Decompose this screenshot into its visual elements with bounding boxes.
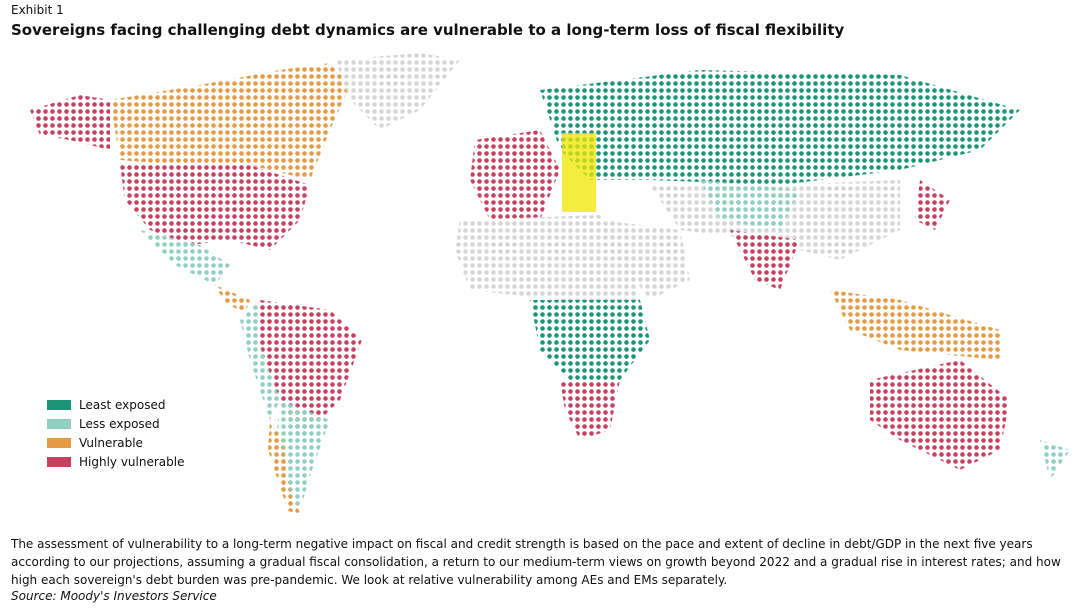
legend-swatch (47, 456, 71, 467)
country-region (730, 230, 800, 290)
country-region (870, 360, 1010, 470)
country-region (110, 63, 350, 180)
country-region (455, 215, 640, 300)
footnote: The assessment of vulnerability to a lon… (11, 537, 1061, 587)
country-region (600, 220, 690, 300)
country-region (276, 400, 330, 510)
legend-label: Least exposed (79, 397, 166, 412)
legend-label: Less exposed (79, 416, 160, 431)
country-region (268, 420, 302, 515)
legend-label: Vulnerable (79, 435, 143, 450)
legend-item: Least exposed (47, 395, 184, 414)
country-region (240, 300, 280, 420)
legend-item: Highly vulnerable (47, 452, 184, 471)
country-region (915, 180, 950, 230)
source: Source: Moody's Investors Service (11, 589, 217, 603)
world-map (30, 53, 1070, 515)
country-region (470, 130, 560, 220)
legend-swatch (47, 399, 71, 410)
country-region (540, 70, 1020, 185)
country-region (1040, 440, 1070, 480)
legend: Least exposed Less exposed Vulnerable Highl… (47, 395, 184, 471)
country-region (335, 53, 460, 130)
country-region (120, 165, 310, 250)
country-region (30, 95, 110, 150)
country-region (140, 230, 230, 285)
legend-swatch (47, 418, 71, 429)
legend-label: Highly vulnerable (79, 454, 185, 469)
country-region (530, 300, 650, 380)
legend-item: Less exposed (47, 414, 184, 433)
highlight (562, 133, 596, 212)
country-region (830, 290, 1000, 360)
country-region (700, 180, 800, 230)
title: Sovereigns facing challenging debt dynam… (11, 21, 845, 39)
legend-item: Vulnerable (47, 433, 184, 452)
exhibit-label: Exhibit 1 (11, 3, 64, 17)
country-region (560, 380, 620, 440)
legend-swatch (47, 437, 71, 448)
country-region (215, 285, 250, 313)
